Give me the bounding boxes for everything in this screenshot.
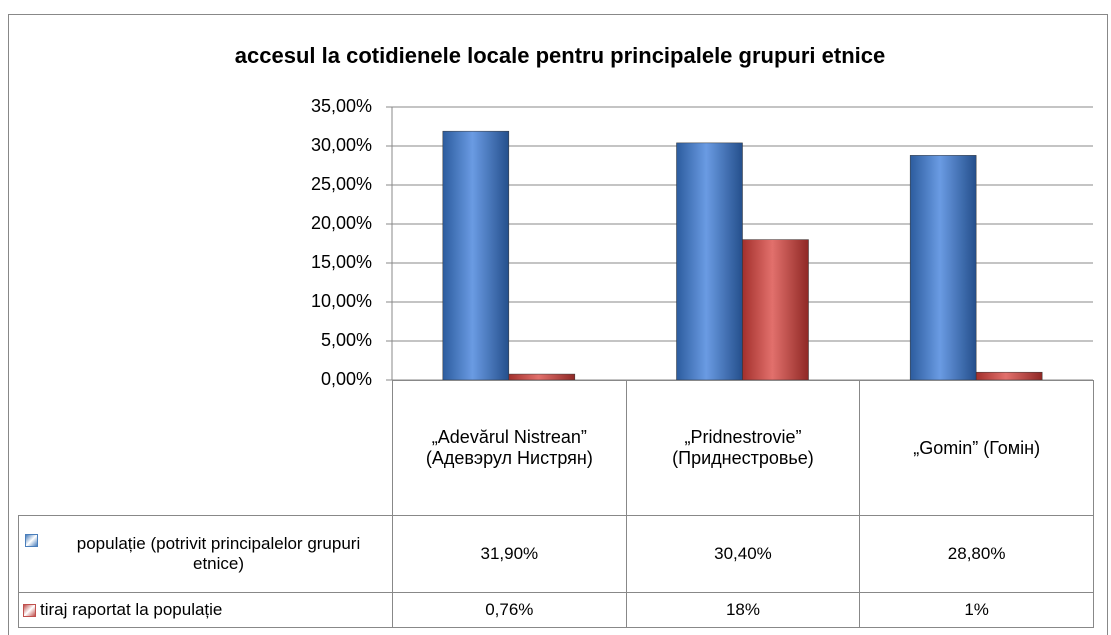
y-tick-label: 15,00%: [311, 252, 372, 272]
legend-key: [25, 534, 38, 547]
data-table: „Adevărul Nistrean” (Адевэрул Нистрян) „P…: [18, 380, 1094, 628]
value-label: 30,40%: [625, 515, 861, 593]
y-tick-label: 25,00%: [311, 174, 372, 194]
bar: [975, 371, 1043, 381]
y-tick-label: 20,00%: [311, 213, 372, 233]
category-label: „Gomin” (Гомін): [859, 380, 1094, 516]
y-tick-label: 5,00%: [321, 330, 372, 350]
category-label: „Adevărul Nistrean” (Адевэрул Нистрян): [392, 380, 627, 516]
blank-cell: [18, 380, 393, 516]
legend-key: [23, 604, 36, 618]
bar: [742, 239, 809, 381]
bar: [676, 142, 743, 381]
bar: [442, 130, 510, 381]
value-label: 18%: [625, 592, 861, 628]
bar: [909, 155, 977, 381]
legend-label: tiraj raportat la populație: [40, 600, 223, 619]
value-label: 31,90%: [392, 515, 627, 593]
y-tick-label: 10,00%: [311, 291, 372, 311]
series-row: tiraj raportat la populație 0,76% 18% 1%: [18, 592, 1094, 628]
series-row: populație (potrivit principalelor grupur…: [18, 515, 1094, 593]
legend-label: populație (potrivit principalelor grupur…: [76, 534, 361, 573]
y-tick-label: 35,00%: [311, 96, 372, 116]
chart-title: accesul la cotidienele locale pentru pri…: [235, 43, 885, 68]
value-label: 1%: [859, 592, 1094, 628]
legend-entry: tiraj raportat la populație: [18, 592, 393, 628]
value-label: 0,76%: [392, 592, 627, 628]
header-row: „Adevărul Nistrean” (Адевэрул Нистрян) „P…: [18, 380, 1094, 516]
value-label: 28,80%: [859, 515, 1094, 593]
y-tick-label: 30,00%: [311, 135, 372, 155]
bar: [508, 373, 576, 381]
legend-entry: populație (potrivit principalelor grupur…: [18, 515, 393, 593]
category-label: „Pridnestrovie” (Приднестровье): [625, 380, 861, 516]
